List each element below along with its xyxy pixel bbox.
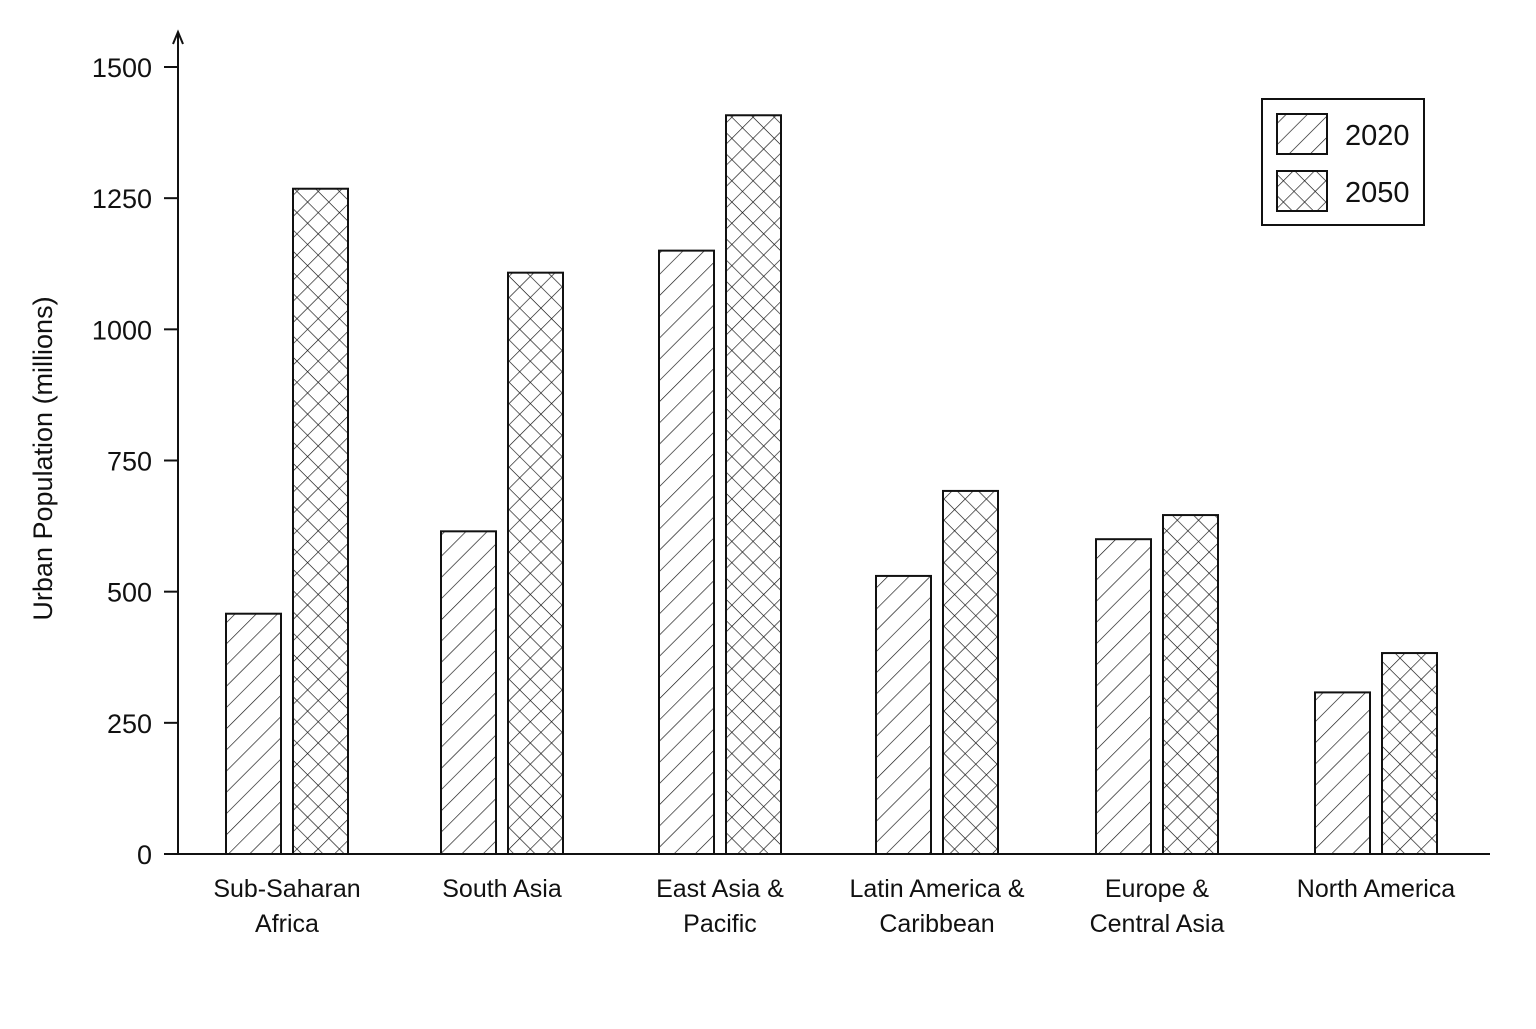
bar-2050-0 (292, 187, 349, 856)
y-tick-label-250: 250 (107, 709, 152, 739)
category-label-3: Latin America & Caribbean (849, 875, 1024, 938)
category-label-1: South Asia (442, 875, 562, 903)
legend-swatch-2050 (1276, 170, 1328, 212)
bar-2050-2 (725, 114, 782, 855)
bar-2020-1 (440, 530, 497, 856)
category-label-2: East Asia & Pacific (656, 875, 784, 938)
bar-2020-5 (1314, 691, 1371, 855)
legend: 2020 2050 (1261, 98, 1425, 226)
y-tick-label-0: 0 (137, 840, 152, 870)
legend-label-2020: 2020 (1345, 120, 1410, 152)
y-tick-label-500: 500 (107, 578, 152, 608)
axes-group: 0 250 500 750 1000 1250 1500 Urban Population (… (28, 29, 1490, 938)
bar-2020-0 (225, 612, 282, 855)
category-label-4: Europe & Central Asia (1090, 875, 1225, 938)
bar-2020-2 (658, 249, 715, 855)
bar-2050-1 (507, 271, 564, 856)
category-label-5: North America (1297, 875, 1455, 903)
legend-swatch-2020 (1276, 113, 1328, 155)
y-axis-title: Urban Population (millions) (28, 296, 58, 620)
y-tick-label-750: 750 (107, 447, 152, 477)
y-tick-label-1000: 1000 (92, 315, 152, 345)
y-tick-label-1500: 1500 (92, 53, 152, 83)
bars-group (225, 114, 1438, 856)
bar-2020-4 (1095, 538, 1152, 855)
bar-2020-3 (875, 574, 932, 856)
bar-2050-4 (1162, 514, 1219, 855)
legend-label-2050: 2050 (1345, 177, 1410, 209)
y-tick-label-1250: 1250 (92, 184, 152, 214)
bar-2050-5 (1381, 652, 1438, 855)
category-label-0: Sub-Saharan Africa (213, 875, 360, 938)
bar-2050-3 (942, 489, 999, 855)
y-axis-arrow (172, 29, 184, 45)
